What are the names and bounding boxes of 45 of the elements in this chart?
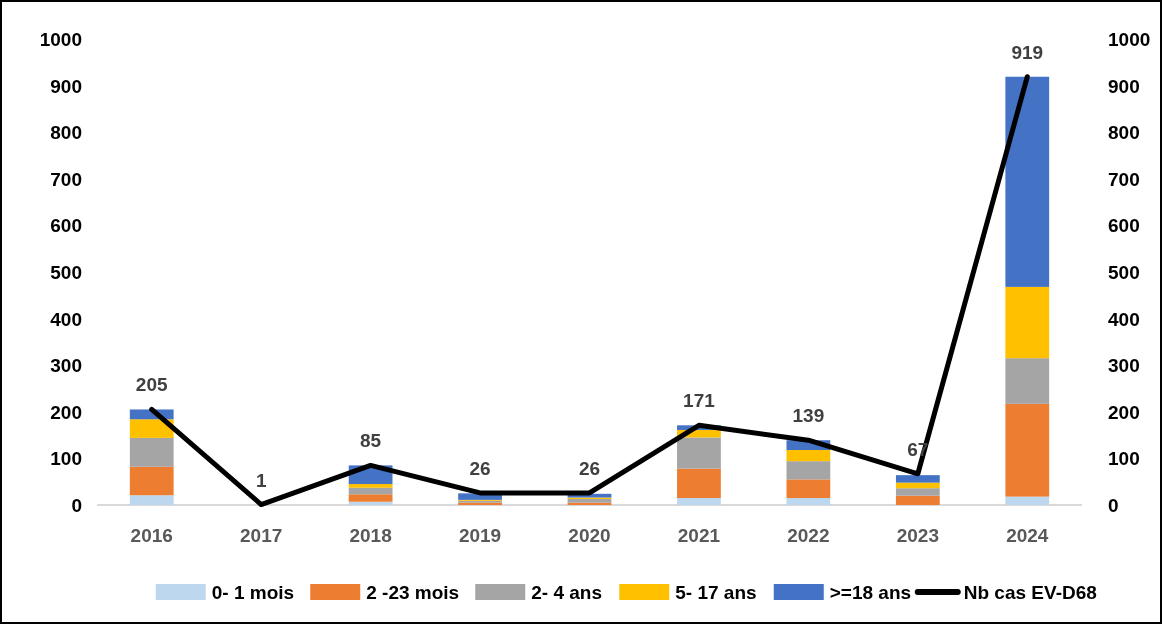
y2-tick-label: 500 xyxy=(1108,262,1140,283)
x-tick-label: 2018 xyxy=(349,525,392,546)
y-tick-label: 600 xyxy=(50,215,82,237)
y-tick-label: 400 xyxy=(50,308,82,330)
y-tick-label: 500 xyxy=(50,262,82,283)
y2-tick-label: 600 xyxy=(1108,215,1140,237)
y-tick-label: 700 xyxy=(50,168,82,190)
x-tick-label: 2016 xyxy=(130,525,173,546)
y-tick-label: 200 xyxy=(50,401,82,423)
legend-label: 5- 17 ans xyxy=(675,582,757,603)
x-tick-label: 2020 xyxy=(568,525,611,546)
x-tick-label: 2022 xyxy=(787,525,830,546)
legend-label: Nb cas EV-D68 xyxy=(963,582,1097,603)
data-label: 919 xyxy=(1011,41,1044,63)
data-label: 139 xyxy=(792,405,825,427)
legend-label: 0- 1 mois xyxy=(211,582,295,603)
y-tick-label: 900 xyxy=(50,75,82,97)
x-tick-label: 2024 xyxy=(1006,525,1049,546)
data-label: 26 xyxy=(578,457,601,479)
legend-label: 2 -23 mois xyxy=(366,582,460,603)
y2-tick-label: 400 xyxy=(1108,308,1140,330)
y-tick-label: 100 xyxy=(50,448,82,470)
data-label: 1 xyxy=(255,469,267,491)
y2-tick-label: 1000 xyxy=(1108,29,1151,50)
data-label: 85 xyxy=(360,430,382,452)
legend-label: 2- 4 ans xyxy=(531,582,603,603)
x-tick-label: 2023 xyxy=(896,525,939,546)
legend-label: >=18 ans xyxy=(829,582,912,603)
y-tick-label: 1000 xyxy=(39,29,82,50)
y2-tick-label: 0 xyxy=(1108,495,1119,516)
y2-tick-label: 200 xyxy=(1108,401,1140,423)
y-tick-label: 800 xyxy=(50,122,82,144)
x-tick-label: 2021 xyxy=(677,525,721,546)
y2-tick-label: 800 xyxy=(1108,122,1140,144)
y2-tick-label: 900 xyxy=(1108,75,1140,97)
y2-tick-label: 700 xyxy=(1108,168,1140,190)
data-label: 26 xyxy=(469,457,491,479)
x-tick-label: 2019 xyxy=(458,525,502,546)
data-label: 205 xyxy=(135,374,168,396)
y-tick-label: 300 xyxy=(50,355,82,377)
y2-tick-label: 300 xyxy=(1108,355,1140,377)
data-label: 171 xyxy=(683,390,716,412)
x-tick-label: 2017 xyxy=(240,525,283,546)
y-tick-label: 0 xyxy=(71,495,82,516)
y2-tick-label: 100 xyxy=(1108,448,1140,470)
